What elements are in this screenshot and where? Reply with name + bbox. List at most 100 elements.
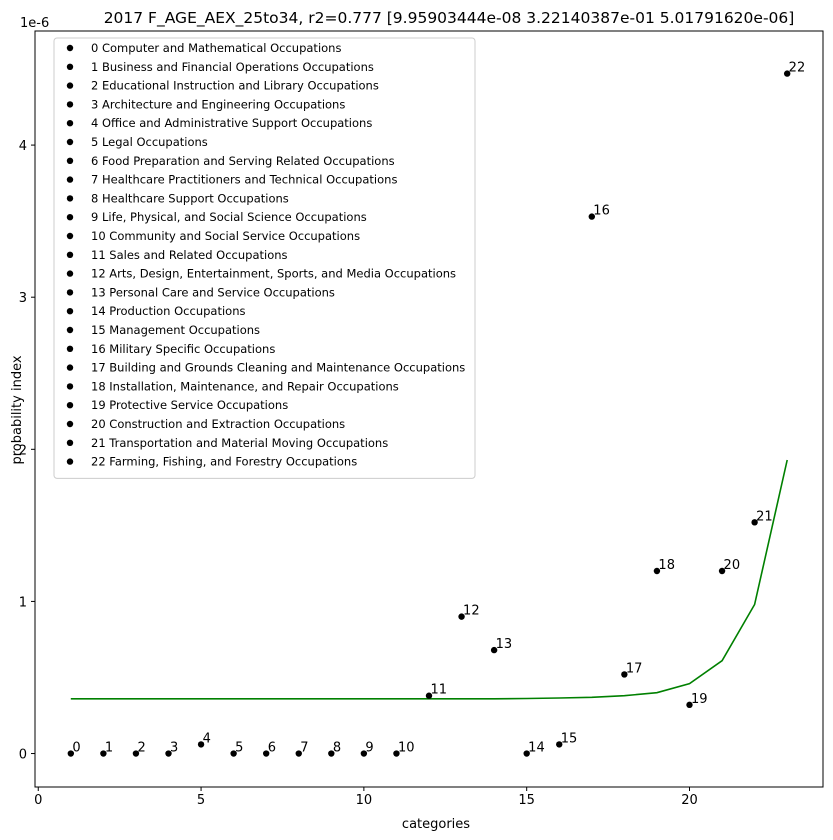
x-tick-label: 20: [681, 793, 698, 808]
legend-entry: 22 Farming, Fishing, and Forestry Occupa…: [91, 455, 357, 469]
legend-marker: [66, 458, 74, 465]
y-tick-label: 4: [19, 139, 27, 154]
data-point-label-0: 0: [72, 741, 80, 756]
legend-entry: 8 Healthcare Support Occupations: [91, 191, 289, 205]
x-tick-label: 5: [197, 793, 205, 808]
legend-entry: 1 Business and Financial Operations Occu…: [91, 60, 374, 74]
data-point-label-11: 11: [431, 683, 448, 698]
legend-marker: [66, 420, 74, 428]
legend-entry: 6 Food Preparation and Serving Related O…: [91, 154, 395, 168]
x-axis-label: categories: [402, 817, 470, 832]
data-point-22: [783, 70, 791, 77]
data-point-10: [393, 750, 400, 757]
y-tick-label: 3: [19, 291, 27, 306]
data-point-2: [132, 750, 140, 757]
data-point-label-19: 19: [691, 692, 708, 707]
data-point-13: [490, 646, 498, 654]
legend-marker: [66, 270, 74, 277]
data-point-16: [588, 213, 596, 220]
legend-entry: 2 Educational Instruction and Library Oc…: [91, 79, 379, 93]
legend-entry: 13 Personal Care and Service Occupations: [91, 285, 335, 299]
legend-marker: [66, 195, 74, 202]
legend-marker: [66, 308, 74, 315]
plot-frame: [34, 30, 824, 788]
legend-entry: 11 Sales and Related Occupations: [91, 248, 288, 262]
data-point-4: [197, 741, 205, 748]
y-offset-label: 1e-6: [20, 16, 49, 31]
legend-marker: [66, 138, 74, 146]
data-point-label-7: 7: [300, 741, 308, 756]
x-tick-label: 15: [518, 793, 535, 808]
data-point-11: [425, 692, 433, 699]
y-tick-label: 2: [19, 443, 27, 458]
data-point-6: [262, 750, 270, 757]
legend-marker: [66, 44, 74, 52]
legend-marker: [66, 157, 74, 164]
legend-entry: 12 Arts, Design, Entertainment, Sports, …: [91, 267, 456, 281]
data-point-1: [100, 750, 107, 757]
data-point-7: [295, 750, 302, 757]
legend-entry: 15 Management Occupations: [91, 323, 260, 337]
data-point-label-9: 9: [365, 741, 373, 756]
legend-entry: 20 Construction and Extraction Occupatio…: [91, 417, 345, 431]
legend-marker: [66, 82, 74, 89]
legend-entry: 7 Healthcare Practitioners and Technical…: [91, 173, 397, 187]
legend-marker: [66, 63, 74, 70]
data-point-label-4: 4: [203, 731, 211, 746]
legend-marker: [66, 214, 74, 221]
data-point-17: [621, 671, 628, 678]
data-point-label-3: 3: [170, 741, 178, 756]
legend-marker: [66, 120, 74, 127]
data-point-3: [165, 750, 172, 757]
legend: 0 Computer and Mathematical Occupations 1…: [53, 37, 476, 479]
legend-entry: 9 Life, Physical, and Social Science Occ…: [91, 210, 367, 224]
legend-marker: [66, 232, 74, 240]
data-point-5: [230, 750, 237, 757]
data-point-0: [67, 750, 75, 757]
data-point-label-15: 15: [561, 731, 578, 746]
legend-entry: 19 Protective Service Occupations: [91, 398, 288, 412]
legend-marker: [66, 383, 74, 390]
data-point-8: [328, 750, 335, 757]
legend-entry: 3 Architecture and Engineering Occupatio…: [91, 97, 345, 111]
data-point-label-12: 12: [463, 604, 480, 619]
legend-marker: [66, 326, 74, 334]
data-point-label-6: 6: [268, 741, 276, 756]
legend-entry: 4 Office and Administrative Support Occu…: [91, 116, 372, 130]
data-point-label-2: 2: [137, 741, 145, 756]
legend-entry: 0 Computer and Mathematical Occupations: [91, 41, 341, 55]
legend-entry: 17 Building and Grounds Cleaning and Mai…: [91, 361, 465, 375]
legend-marker: [66, 176, 74, 183]
legend-entry: 18 Installation, Maintenance, and Repair…: [91, 379, 399, 393]
legend-marker: [66, 439, 74, 446]
legend-entry: 16 Military Specific Occupations: [91, 342, 275, 356]
x-tick-label: 0: [34, 793, 42, 808]
data-point-label-20: 20: [724, 558, 741, 573]
data-point-12: [458, 613, 465, 620]
legend-marker: [66, 101, 74, 108]
data-point-21: [751, 519, 758, 526]
legend-box: [53, 37, 476, 479]
data-point-label-16: 16: [593, 204, 610, 219]
y-tick-label: 1: [19, 595, 27, 610]
y-tick-label: 0: [19, 748, 27, 763]
data-point-19: [686, 701, 693, 709]
legend-entry: 5 Legal Occupations: [91, 135, 208, 149]
data-point-label-21: 21: [756, 509, 773, 524]
data-point-15: [556, 741, 563, 748]
legend-entry: 14 Production Occupations: [91, 304, 245, 318]
data-point-9: [360, 750, 368, 757]
data-point-label-22: 22: [789, 61, 806, 76]
data-point-label-10: 10: [398, 741, 415, 756]
data-point-label-14: 14: [528, 741, 545, 756]
legend-entry: 21 Transportation and Material Moving Oc…: [91, 436, 388, 450]
data-point-18: [653, 567, 661, 575]
y-axis-label: probability index: [10, 355, 25, 464]
x-tick-label: 10: [356, 793, 373, 808]
data-point-label-8: 8: [333, 741, 341, 756]
legend-marker: [66, 402, 74, 409]
chart-title: 2017 F_AGE_AEX_25to34, r2=0.777 [9.95903…: [104, 9, 795, 28]
data-point-label-5: 5: [235, 741, 243, 756]
